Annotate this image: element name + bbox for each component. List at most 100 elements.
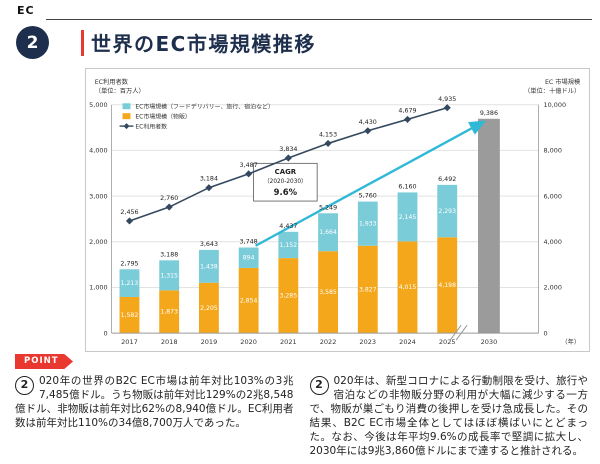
bar-services-2025: [437, 184, 458, 238]
note-2-number: 2: [309, 376, 329, 395]
right-tick: 8,000: [544, 147, 562, 155]
right-tick: 2,000: [544, 284, 562, 292]
axis-break: [455, 324, 468, 341]
users-point: [125, 217, 134, 225]
left-tick: 3,000: [89, 192, 107, 200]
bar-services-2018: [159, 260, 180, 291]
legend-swatch: [122, 103, 131, 110]
bar-label-goods: 4,015: [399, 284, 417, 291]
bar-label-total: 4,437: [279, 223, 297, 230]
bar-label-total: 3,188: [160, 251, 178, 258]
ec-section-label: EC: [17, 4, 35, 17]
x-tick: 2030: [481, 338, 498, 346]
bar-goods-2024: [397, 241, 418, 334]
x-tick: 2018: [161, 338, 178, 346]
users-point: [165, 203, 173, 211]
market-size-chart: EC利用者数（単位：百万人）EC 市場規模（単位：十億ドル）01,0002,00…: [89, 77, 581, 346]
x-tick: 2020: [240, 338, 257, 346]
bar-label-services: 1,438: [200, 263, 218, 270]
section-number: 2: [26, 32, 39, 53]
x-axis-unit: （年）: [561, 337, 580, 346]
bar-label-total: 5,760: [359, 193, 377, 200]
bar-label-goods: 1,582: [121, 312, 139, 319]
right-tick: 10,000: [544, 101, 567, 109]
bar-label-services: 1,933: [359, 221, 377, 228]
x-tick: 2019: [201, 338, 218, 346]
left-tick: 0: [104, 329, 108, 337]
bar-services-2019: [198, 249, 219, 283]
bar-label-goods: 3,285: [280, 293, 298, 300]
users-point: [245, 170, 253, 178]
users-label: 4,430: [359, 119, 377, 126]
notes-section: 2 020年の世界のB2C EC市場は前年対比103%の3兆7,485億ドル。うち…: [15, 374, 588, 458]
bar-label-total: 6,492: [438, 176, 456, 183]
legend-label: EC市場規模（フードデリバリー、旅行、宿泊など）: [135, 103, 273, 111]
x-tick: 2017: [121, 338, 138, 346]
users-point: [443, 104, 451, 112]
users-point: [284, 154, 292, 162]
bar-services-2023: [357, 201, 378, 246]
bar-goods-2018: [159, 290, 180, 334]
users-label: 2,760: [160, 195, 178, 202]
users-label: 3,834: [279, 146, 297, 153]
users-point: [324, 139, 332, 148]
left-axis-title: EC利用者数: [95, 77, 129, 86]
legend-swatch: [122, 113, 131, 120]
bar-services-2022: [318, 213, 338, 252]
bar-label-services: 1,315: [160, 272, 178, 279]
users-point: [403, 115, 412, 123]
right-tick: 6,000: [544, 192, 562, 200]
users-point: [205, 184, 213, 192]
page-title: 世界のEC市場規模推移: [91, 32, 316, 56]
legend-label: EC市場規模（物販）: [135, 113, 190, 121]
bar-label-goods: 3,585: [319, 289, 337, 296]
users-label: 3,184: [200, 176, 218, 183]
bar-services-2021: [278, 231, 299, 259]
cagr-period: （2020-2030）: [264, 178, 307, 185]
section-number-badge: 2: [16, 26, 49, 59]
left-tick: 1,000: [89, 284, 107, 292]
right-axis-unit: （単位：十億ドル）: [524, 86, 580, 95]
bar-label-services: 1,213: [121, 280, 139, 287]
right-tick: 0: [544, 329, 548, 337]
bar-estimate-2030: [478, 118, 500, 334]
bar-label-total: 6,160: [398, 183, 416, 190]
right-axis-title: EC 市場規模: [545, 77, 581, 86]
users-label: 4,153: [319, 131, 337, 138]
bar-label-total: 2,795: [120, 260, 138, 267]
bar-label-services: 1,152: [280, 242, 298, 249]
x-tick: 2025: [439, 338, 456, 346]
top-rule: [46, 19, 592, 20]
left-tick: 2,000: [89, 238, 107, 246]
note-1-number: 2: [15, 376, 34, 395]
bar-label-goods: 3,827: [359, 286, 377, 293]
note-2: 2 020年は、新型コロナによる行動制限を受け、旅行や宿泊などの非物販分野の利用が…: [309, 374, 589, 458]
left-tick: 4,000: [89, 147, 107, 155]
note-1-text: 020年の世界のB2C EC市場は前年対比103%の3兆7,485億ドル。うち物…: [15, 375, 294, 429]
left-axis-unit: （単位：百万人）: [95, 86, 145, 95]
bar-goods-2021: [278, 258, 299, 334]
axis-break: [449, 324, 462, 341]
x-tick: 2024: [399, 338, 416, 346]
cagr-arrow: [255, 120, 487, 247]
bar-label-services: 894: [243, 255, 255, 262]
note-2-text: 020年は、新型コロナによる行動制限を受け、旅行や宿泊などの非物販分野の利用が大…: [309, 375, 589, 457]
left-tick: 5,000: [89, 101, 107, 109]
legend-diamond: [123, 123, 130, 130]
users-label: 2,456: [120, 209, 138, 216]
note-1: 2 020年の世界のB2C EC市場は前年対比103%の3兆7,485億ドル。うち…: [15, 374, 294, 458]
bar-label-estimate: 9,386: [480, 110, 498, 117]
bar-label-goods: 4,198: [438, 282, 456, 289]
users-label: 4,679: [398, 107, 416, 114]
chart-frame: EC利用者数 （単位：百万人） EC 市場規模 （単位：十億ドル） 0 1,000 2,00…: [85, 68, 590, 352]
title-accent-bar: [81, 30, 84, 56]
bar-goods-2022: [318, 251, 338, 334]
legend-label: EC利用者数: [135, 123, 167, 131]
bar-label-goods: 1,873: [160, 309, 178, 316]
bar-services-2024: [397, 192, 418, 242]
bar-label-total: 5,249: [319, 204, 337, 211]
cagr-box: [253, 162, 318, 202]
point-ribbon: POINT: [15, 354, 73, 369]
point-label: POINT: [24, 356, 59, 366]
